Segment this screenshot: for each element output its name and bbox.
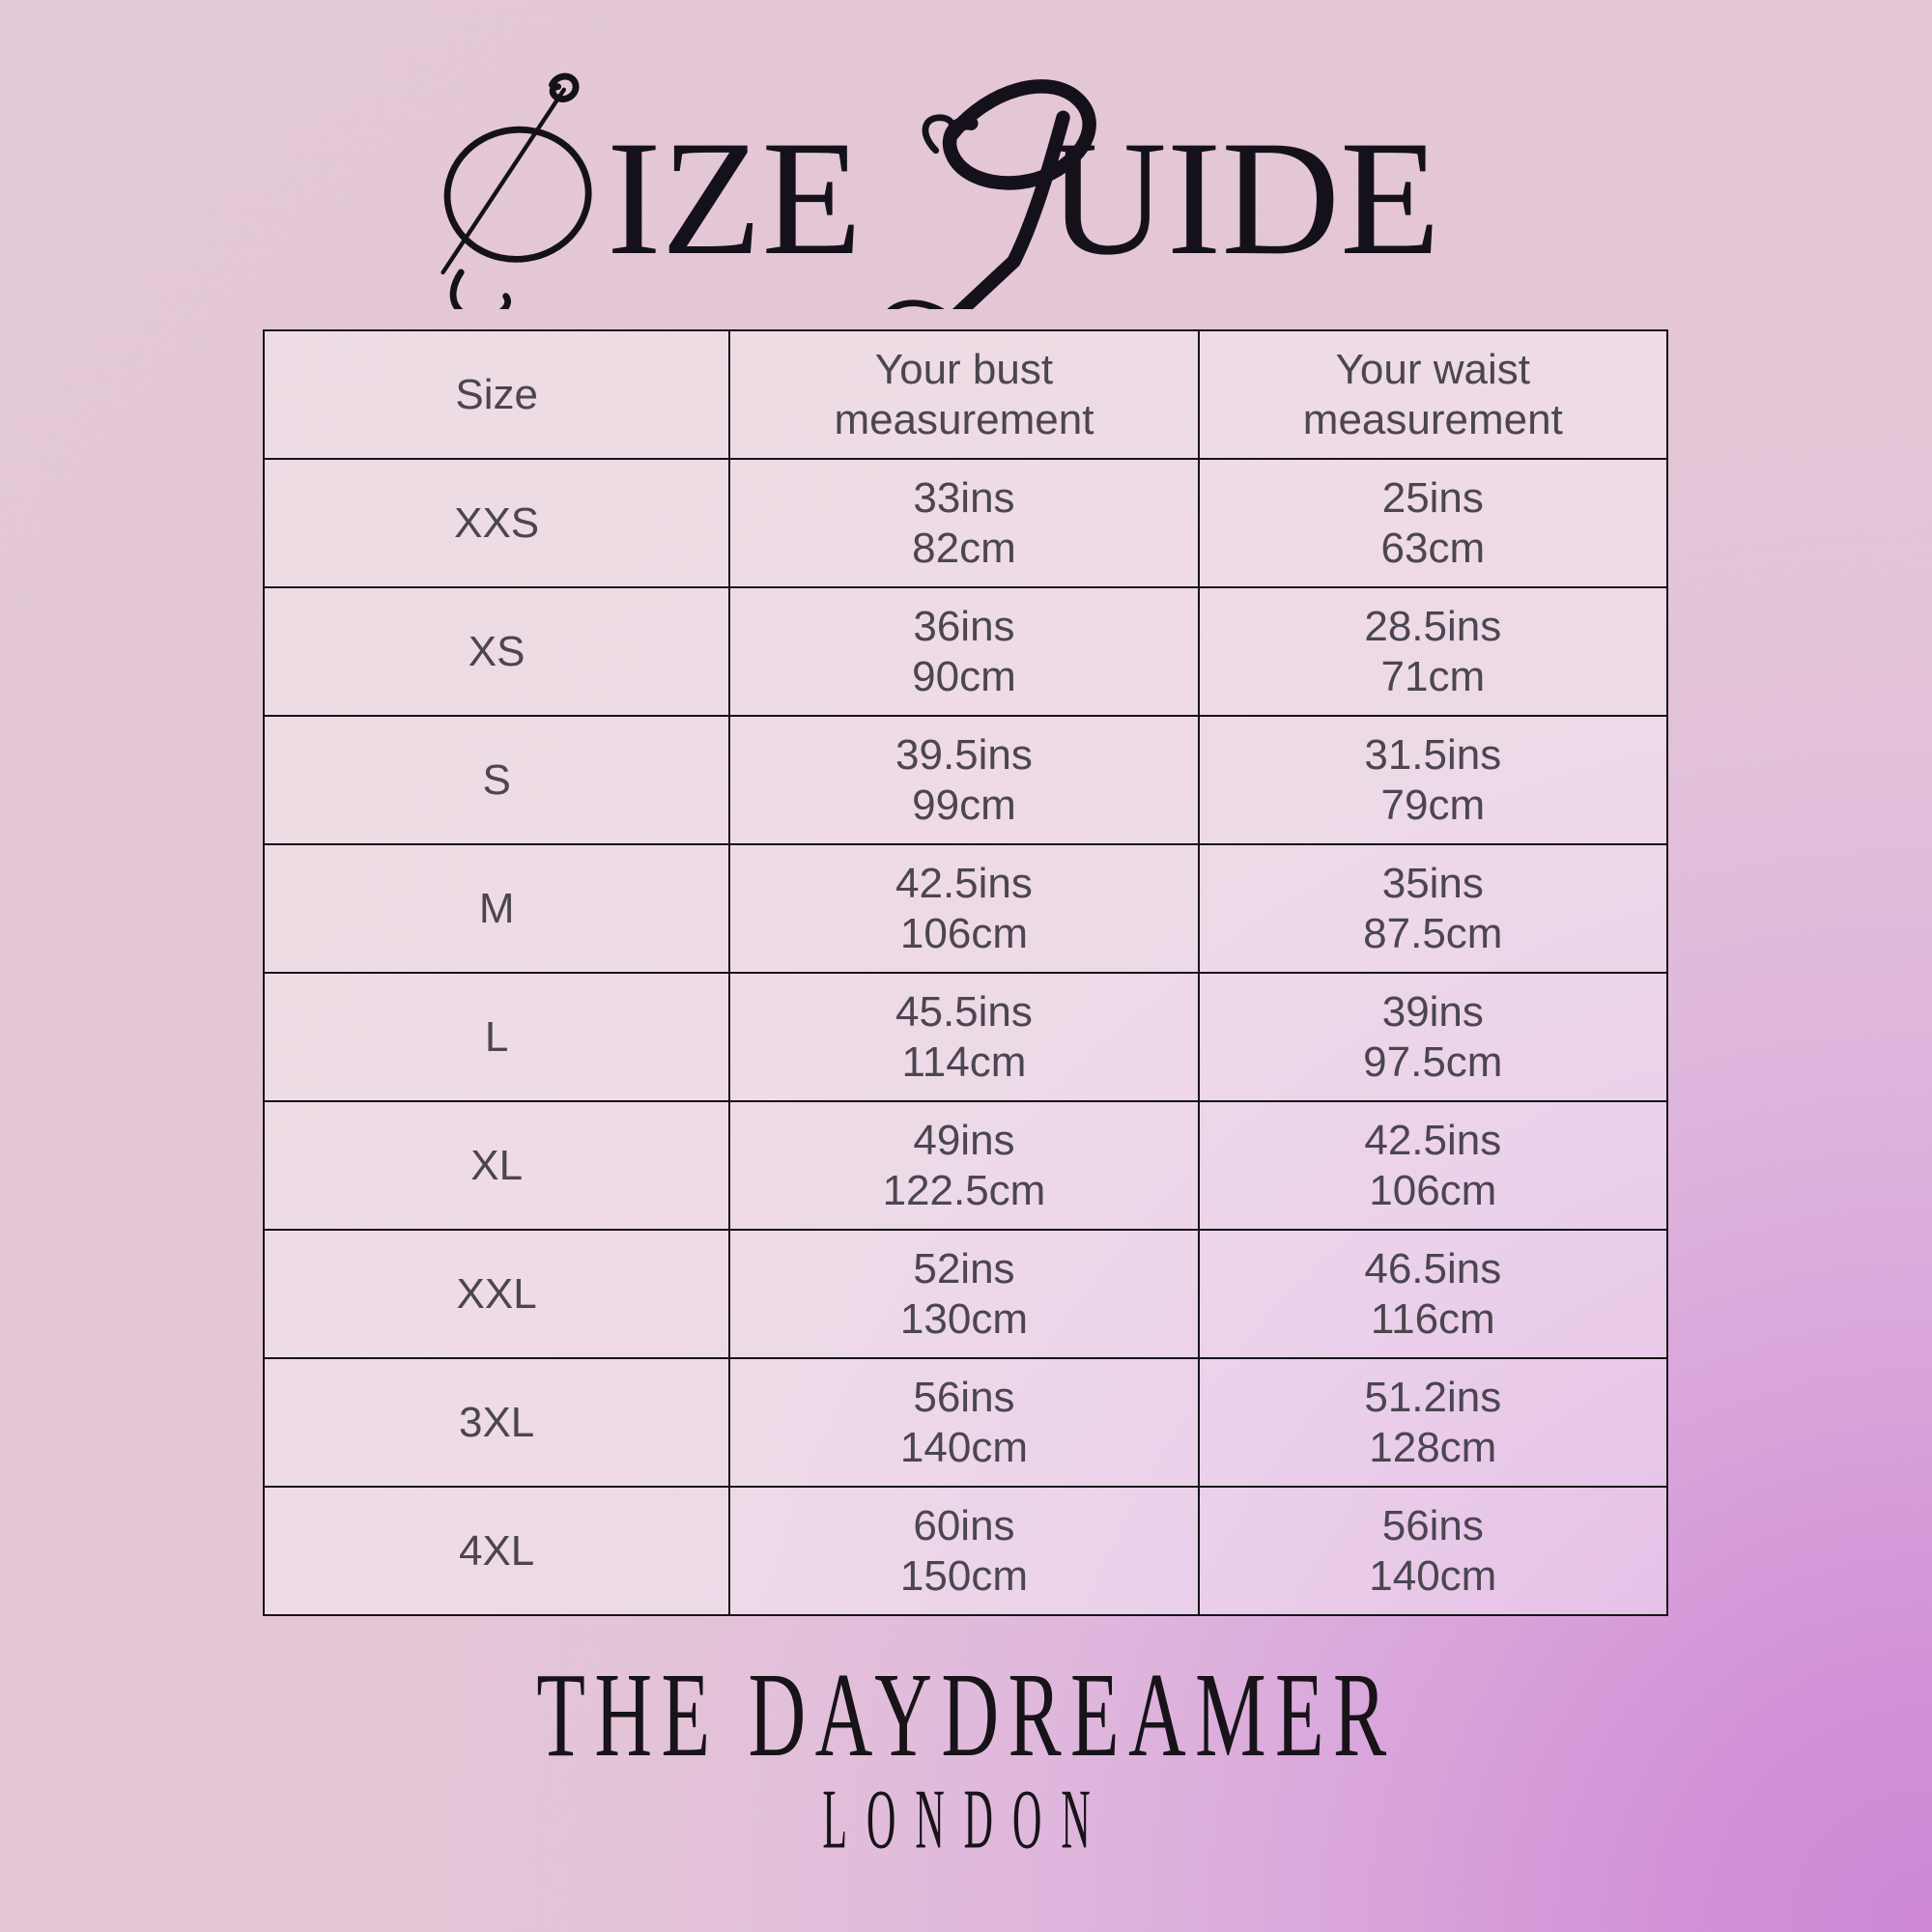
svg-text:IZE: IZE xyxy=(607,107,862,289)
svg-text:UIDE: UIDE xyxy=(1048,107,1440,289)
